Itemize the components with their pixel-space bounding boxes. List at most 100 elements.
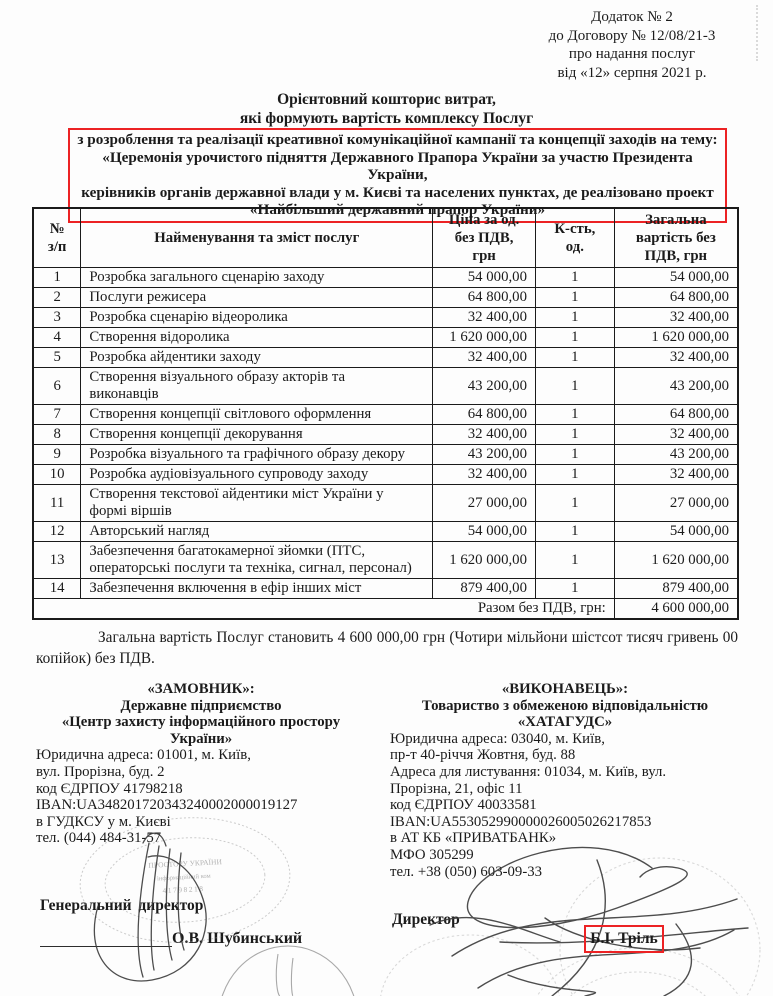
text-line: Прорізна, 21, офіс 11 [390,780,523,797]
cell-total: 64 800,00 [613,404,739,425]
cell-service-name: Забезпечення включення в ефір інших міст [80,578,434,599]
cell-row-number: 14 [32,578,82,599]
total-value: 4 600 000,00 [613,598,739,620]
cell-quantity: 1 [534,484,615,522]
cell-total: 1 620 000,00 [613,541,739,579]
cell-row-number: 5 [32,347,82,368]
stamp-text-fragment: 41798218 [162,884,204,895]
text-line: вул. Прорізна, буд. 2 [36,763,165,780]
text-line: код ЄДРПОУ 41798218 [36,780,183,797]
cell-service-name: Створення концепції декорування [80,424,434,445]
cell-quantity: 1 [534,578,615,599]
cell-row-number: 10 [32,464,82,485]
customer-role-title: «ЗАМОВНИК»: [147,681,255,697]
cell-quantity: 1 [534,287,615,308]
subject-highlight-box: з розроблення та реалізації креативної к… [68,128,727,223]
party-contractor: «ВИКОНАВЕЦЬ»: Товариство з обмеженою від… [390,681,740,880]
party-customer: «ЗАМОВНИК»: Державне підприємство «Центр … [36,681,366,880]
text-line: Товариство з обмеженою відповідальністю [421,697,709,714]
cell-total: 32 400,00 [613,347,739,368]
cell-service-name: Розробка сценарію відеоролика [80,307,434,328]
cell-quantity: 1 [534,424,615,445]
cell-total: 1 620 000,00 [613,327,739,348]
cell-unit-price: 1 620 000,00 [432,327,536,348]
contractor-role-title: «ВИКОНАВЕЦЬ»: [501,681,629,697]
cell-total: 43 200,00 [613,444,739,465]
annex-header: Додаток № 2 до Договору № 12/08/21-3 про н… [524,8,740,82]
col-header-service: Найменування та зміст послуг [80,207,434,268]
cell-row-number: 8 [32,424,82,445]
cell-service-name: Послуги режисера [80,287,434,308]
text-line: в ГУДКСУ у м. Києві [36,813,171,830]
cell-unit-price: 27 000,00 [432,484,536,522]
text-line: «Церемонія урочистого підняття Державног… [102,148,693,184]
cell-unit-price: 54 000,00 [432,267,536,288]
customer-org-name: Державне підприємство «Центр захисту інфо… [36,698,366,748]
table-row: 12 Авторський нагляд 54 000,00 1 54 000,… [32,521,739,542]
text-line: пр-т 40-річчя Жовтня, буд. 88 [390,747,576,764]
table-row: 7 Створення концепції світлового оформле… [32,404,739,425]
cell-row-number: 2 [32,287,82,308]
contractor-signer-name-highlight-box: Б.І. Тріль [584,925,664,953]
customer-details: Юридична адреса: 01001, м. Київ, вул. Про… [36,747,366,847]
col-header-total: Загальна вартість без ПДВ, грн [613,207,739,268]
cell-unit-price: 43 200,00 [432,367,536,405]
text-line: в АТ КБ «ПРИВАТБАНК» [390,830,557,847]
cell-row-number: 13 [32,541,82,579]
text-line: керівників органів державної влади у м. … [81,183,714,201]
cell-quantity: 1 [534,347,615,368]
cell-total: 54 000,00 [613,521,739,542]
text-line: про надання послуг [568,46,696,62]
text-line: Юридична адреса: 01001, м. Київ, [36,747,251,764]
text-line: IBAN:UA553052990000026005026217853 [390,813,652,830]
table-row: 3 Розробка сценарію відеоролика 32 400,0… [32,307,739,328]
cell-row-number: 4 [32,327,82,348]
text-line: від «12» серпня 2021 р. [557,64,707,81]
table-row: 6 Створення візуального образу акторів т… [32,367,739,405]
cell-unit-price: 64 800,00 [432,404,536,425]
text-line: які формують вартість комплексу Послуг [239,110,534,127]
cell-quantity: 1 [534,367,615,405]
text-line: тел. +38 (050) 603-09-33 [390,863,543,880]
cell-quantity: 1 [534,541,615,579]
cell-service-name: Забезпечення багатокамерної зйомки (ПТС,… [80,541,434,579]
cell-service-name: Авторський нагляд [80,521,434,542]
contractor-org-name: Товариство з обмеженою відповідальністю «… [390,698,740,731]
text-line: МФО 305299 [390,846,474,863]
cell-row-number: 11 [32,484,82,522]
scan-edge-artifact [756,5,758,61]
text-line: код ЄДРПОУ 40033581 [390,797,537,814]
text-line: «ХАТАГУДС» [517,714,613,731]
parties-section: «ЗАМОВНИК»: Державне підприємство «Центр … [36,681,740,880]
col-header-quantity: К-сть, од. [534,207,615,268]
col-header-unit-price: Ціна за од. без ПДВ, грн [432,207,536,268]
cell-row-number: 12 [32,521,82,542]
cell-service-name: Розробка айдентики заходу [80,347,434,368]
total-cost-paragraph: Загальна вартість Послуг становить 4 600… [36,629,738,667]
bottom-left-stamp-icon [221,945,355,996]
contractor-details: Юридична адреса: 03040, м. Київ, пр-т 40-… [390,731,740,880]
cell-unit-price: 32 400,00 [432,347,536,368]
cell-unit-price: 879 400,00 [432,578,536,599]
cell-service-name: Розробка аудіовізуального супроводу захо… [80,464,434,485]
table-header-row: № з/п Найменування та зміст послуг Ціна … [32,207,739,268]
cell-total: 43 200,00 [613,367,739,405]
cell-row-number: 9 [32,444,82,465]
cell-total: 27 000,00 [613,484,739,522]
col-header-number: № з/п [32,207,82,268]
text-line: IBAN:UA348201720343240002000019127 [36,797,298,814]
cell-unit-price: 32 400,00 [432,464,536,485]
table-total-row: Разом без ПДВ, грн: 4 600 000,00 [31,598,739,620]
customer-signer-title: Генеральний директор [40,897,204,914]
text-line: тел. (044) 484-31-57 [36,830,162,847]
text-line: Державне підприємство [120,697,282,714]
table-row: 5 Розробка айдентики заходу 32 400,00 1 … [32,347,739,368]
cell-row-number: 3 [32,307,82,328]
total-label: Разом без ПДВ, грн: [31,598,615,620]
text-line: «Центр захисту інформаційного простору [61,714,341,731]
cell-unit-price: 54 000,00 [432,521,536,542]
customer-signer-name: О.В. Шубинський [172,930,303,947]
cell-quantity: 1 [534,327,615,348]
cell-service-name: Створення візуального образу акторів та … [80,367,434,405]
